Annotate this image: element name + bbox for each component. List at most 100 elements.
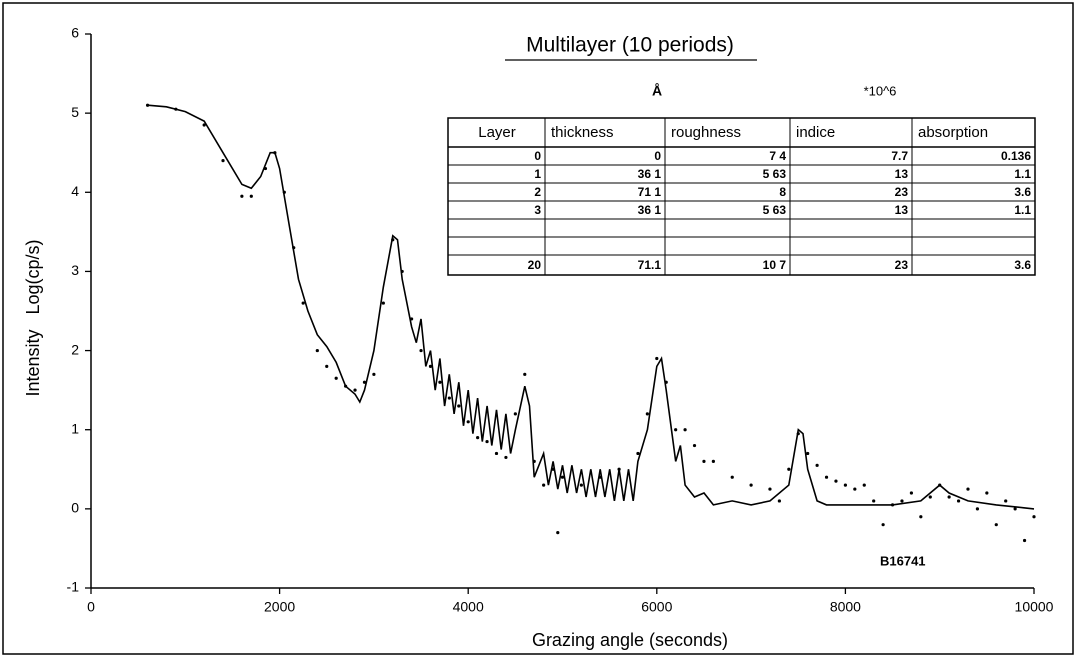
- data-point: [975, 507, 980, 511]
- data-point: [900, 499, 904, 503]
- data-point: [919, 515, 923, 519]
- table-cell: 3.6: [1014, 258, 1031, 272]
- data-point: [636, 451, 640, 456]
- data-point: [598, 475, 602, 479]
- data-point: [438, 380, 442, 384]
- data-point: [674, 428, 678, 432]
- data-point: [391, 238, 395, 242]
- table-cell: 8: [779, 185, 786, 199]
- data-point: [928, 495, 932, 499]
- data-point: [221, 159, 225, 163]
- data-point: [466, 420, 470, 424]
- data-point: [890, 503, 895, 507]
- data-point: [292, 246, 296, 250]
- table-cell: 7 4: [769, 149, 786, 163]
- data-point: [579, 483, 583, 487]
- data-point: [400, 269, 404, 274]
- x-tick-label: 8000: [830, 599, 861, 615]
- y-tick-label: 6: [71, 25, 79, 41]
- data-point: [174, 107, 178, 111]
- data-point: [824, 475, 829, 479]
- y-tick-label: 0: [71, 500, 79, 516]
- data-point: [702, 459, 706, 463]
- data-point: [994, 523, 998, 527]
- y-tick-label: 1: [71, 420, 79, 436]
- table-cell: 23: [895, 185, 909, 199]
- y-tick-label: 3: [71, 262, 79, 278]
- data-point: [834, 479, 838, 483]
- table-unit: *10^6: [864, 83, 897, 98]
- x-tick-label: 10000: [1015, 599, 1054, 615]
- data-point: [664, 380, 668, 384]
- y-tick-label: 2: [71, 341, 79, 357]
- data-point: [551, 467, 555, 471]
- data-point: [683, 428, 687, 432]
- table-cell: 1.1: [1014, 167, 1031, 181]
- data-point: [1032, 515, 1036, 519]
- table-cell: 36 1: [638, 203, 662, 217]
- table-cell: 0.136: [1001, 149, 1031, 163]
- y-tick-label: -1: [67, 579, 80, 595]
- data-point: [372, 372, 376, 376]
- data-point: [325, 364, 329, 368]
- data-point: [655, 356, 659, 361]
- data-point: [447, 396, 451, 400]
- table-cell: 3: [534, 203, 541, 217]
- y-axis-label: Intensity Log(cp/s): [23, 239, 43, 396]
- table-cell: 1.1: [1014, 203, 1031, 217]
- data-point: [315, 348, 319, 353]
- data-point: [523, 372, 527, 376]
- data-point: [202, 123, 206, 127]
- data-point: [768, 487, 772, 491]
- x-tick-label: 0: [87, 599, 95, 615]
- data-point: [947, 495, 951, 499]
- data-point: [645, 412, 649, 416]
- data-point: [1004, 499, 1008, 503]
- table-cell: 23: [895, 258, 909, 272]
- data-point: [485, 439, 489, 444]
- table-header: thickness: [551, 124, 614, 141]
- data-point: [542, 483, 546, 487]
- data-point: [985, 491, 989, 495]
- data-point: [560, 475, 565, 479]
- data-point: [956, 499, 961, 503]
- data-point: [938, 483, 942, 487]
- data-point: [872, 499, 876, 503]
- table-cell: 1: [534, 167, 541, 181]
- data-point: [301, 301, 305, 305]
- table-header: indice: [796, 124, 835, 141]
- x-tick-label: 2000: [264, 599, 295, 615]
- x-tick-label: 4000: [453, 599, 484, 615]
- data-point: [692, 443, 697, 448]
- data-point: [249, 194, 253, 198]
- table-header: roughness: [671, 124, 741, 141]
- y-tick-label: 5: [71, 104, 79, 120]
- table-cell: 13: [895, 203, 909, 217]
- data-point: [344, 384, 348, 388]
- table-cell: 5 63: [763, 203, 787, 217]
- data-point: [1013, 507, 1017, 511]
- data-point: [843, 483, 848, 487]
- data-point: [796, 432, 800, 436]
- data-point: [787, 467, 791, 471]
- data-line: [147, 104, 1035, 510]
- table-border: [447, 117, 1036, 276]
- data-point: [381, 301, 385, 305]
- x-axis-label: Grazing angle (seconds): [532, 630, 728, 650]
- data-point: [881, 523, 885, 527]
- data-point: [362, 380, 367, 384]
- table-cell: 5 63: [763, 167, 787, 181]
- data-point: [282, 190, 286, 194]
- data-point: [966, 487, 970, 491]
- table-cell: 71.1: [638, 258, 662, 272]
- x-tick-label: 6000: [641, 599, 672, 615]
- data-point: [145, 103, 150, 107]
- data-point: [476, 436, 480, 440]
- table-cell: 0: [654, 149, 661, 163]
- data-point: [353, 388, 357, 392]
- table-cell: 0: [534, 149, 541, 163]
- table-cell: 10 7: [763, 258, 787, 272]
- data-point: [532, 459, 536, 463]
